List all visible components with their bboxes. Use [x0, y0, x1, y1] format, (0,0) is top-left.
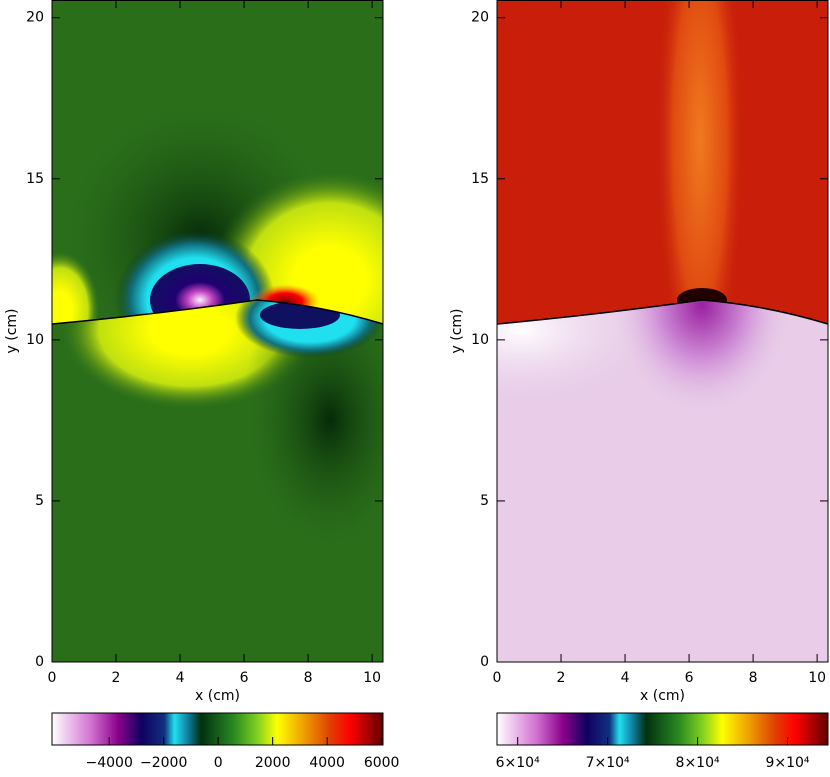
x-tick-label: 8: [304, 670, 313, 686]
plot-frame: [496, 0, 829, 663]
y-tick-label: 5: [480, 493, 489, 509]
x-axis-label: x (cm): [640, 688, 685, 704]
colorbar: [51, 712, 384, 746]
y-axis-label: y (cm): [4, 309, 20, 354]
x-tick-label: 10: [363, 670, 381, 686]
x-tick-label: 8: [749, 670, 758, 686]
colorbar-tick-label: 9×10⁴: [765, 755, 809, 771]
y-tick-label: 20: [26, 10, 44, 26]
x-axis-label: x (cm): [195, 688, 240, 704]
x-tick-label: 0: [48, 670, 57, 686]
x-tick-label: 4: [621, 670, 630, 686]
x-tick-label: 6: [240, 670, 249, 686]
x-tick-label: 2: [112, 670, 121, 686]
field-right: [496, 0, 829, 662]
x-tick-label: 0: [493, 670, 502, 686]
colorbar: [496, 712, 829, 746]
colorbar-tick-label: 0: [214, 755, 223, 771]
x-tick-label: 10: [808, 670, 826, 686]
y-tick-label: 15: [26, 171, 44, 187]
y-tick-label: 0: [35, 654, 44, 670]
colorbar-tick-label: 2000: [255, 755, 291, 771]
y-axis-label: y (cm): [449, 309, 465, 354]
colorbar-tick-label: 6000: [364, 755, 400, 771]
y-tick-label: 5: [35, 493, 44, 509]
y-tick-label: 10: [26, 332, 44, 348]
colorbar-tick-label: 8×10⁴: [676, 755, 720, 771]
plot-frame: [51, 0, 384, 663]
colorbar-tick-label: −4000: [86, 755, 133, 771]
field-left: [52, 0, 383, 662]
y-tick-label: 20: [471, 10, 489, 26]
x-tick-label: 2: [557, 670, 566, 686]
colorbar-tick-label: −2000: [140, 755, 187, 771]
colorbar-tick-label: 4000: [309, 755, 345, 771]
colorbar-tick-label: 6×10⁴: [496, 755, 540, 771]
y-tick-label: 15: [471, 171, 489, 187]
colorbar-tick-label: 7×10⁴: [586, 755, 630, 771]
y-tick-label: 0: [480, 654, 489, 670]
x-tick-label: 6: [685, 670, 694, 686]
x-tick-label: 4: [176, 670, 185, 686]
y-tick-label: 10: [471, 332, 489, 348]
